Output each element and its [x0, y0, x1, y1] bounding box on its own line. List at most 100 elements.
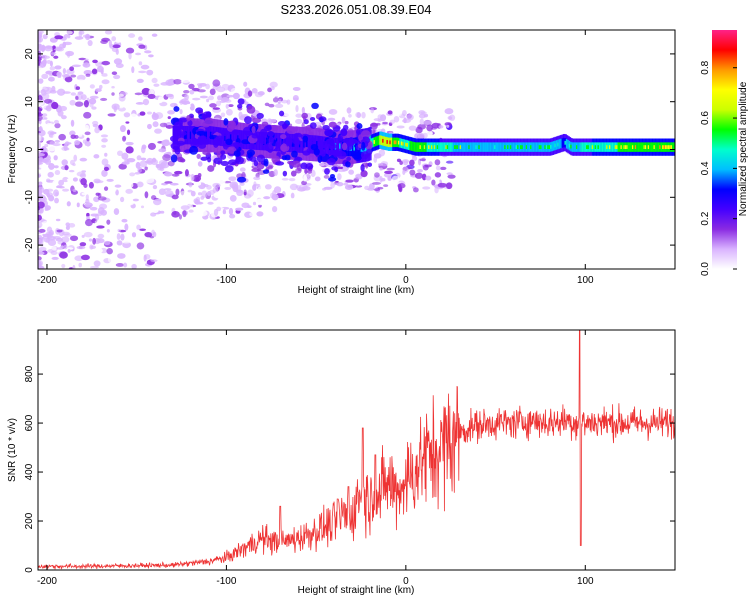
- heatmap-cluster: [169, 135, 179, 142]
- heatmap-band-core: [544, 145, 547, 150]
- heatmap-blob: [425, 175, 432, 181]
- heatmap-band-core: [662, 145, 665, 150]
- heatmap-blob: [38, 130, 41, 134]
- heatmap-blob: [97, 196, 107, 201]
- heatmap-band-core: [659, 145, 662, 150]
- heatmap-blob: [84, 202, 93, 208]
- heatmap-blob: [117, 176, 124, 184]
- heatmap-band-cell: [650, 142, 653, 152]
- heatmap-blob: [162, 154, 171, 162]
- heatmap-blob: [169, 94, 175, 100]
- heatmap-blob: [38, 43, 42, 48]
- heatmap-band-cell: [551, 141, 554, 152]
- heatmap-blob: [180, 190, 186, 196]
- heatmap-blob: [125, 141, 134, 146]
- heatmap-blob: [78, 30, 85, 35]
- heatmap-band-cell: [232, 129, 236, 148]
- heatmap-band-cell: [340, 137, 343, 157]
- heatmap-blob: [408, 125, 417, 131]
- heatmap-band-cell: [326, 136, 329, 156]
- heatmap-blob: [83, 147, 89, 152]
- heatmap-blob: [356, 182, 361, 186]
- heatmap-blob: [268, 165, 273, 170]
- heatmap-band-cell: [403, 139, 407, 149]
- heatmap-band-cell: [578, 142, 582, 152]
- heatmap-blob: [418, 110, 426, 115]
- heatmap-band-cell: [474, 142, 477, 152]
- heatmap-blob: [391, 175, 401, 183]
- heatmap-band-cell: [567, 139, 570, 150]
- heatmap-band-core: [468, 145, 471, 150]
- heatmap-blob: [91, 68, 98, 75]
- heatmap-blob: [421, 173, 427, 181]
- heatmap-cluster: [268, 135, 274, 144]
- heatmap-blob: [38, 238, 42, 246]
- heatmap-blob: [348, 169, 355, 175]
- heatmap-band-cell: [407, 140, 411, 151]
- heatmap-blob: [95, 88, 102, 93]
- heatmap-blob: [180, 80, 190, 84]
- heatmap-band-cell: [482, 142, 486, 152]
- heatmap-cluster: [259, 128, 268, 137]
- heatmap-band-cell: [627, 142, 631, 152]
- heatmap-band-cell: [512, 142, 516, 152]
- heatmap-blob: [239, 182, 245, 186]
- heatmap-blob: [39, 226, 47, 230]
- snr-plot-area: [38, 330, 675, 570]
- heatmap-blob: [58, 133, 66, 141]
- heatmap-blob: [447, 174, 456, 179]
- heatmap-band-core: [548, 145, 552, 150]
- heatmap-blob: [403, 117, 407, 124]
- heatmap-blob: [100, 134, 109, 138]
- heatmap-blob: [157, 173, 166, 180]
- heatmap-blob: [192, 97, 201, 101]
- heatmap-blob: [448, 114, 456, 121]
- heatmap-cluster: [212, 137, 223, 146]
- heatmap-blob: [38, 153, 45, 157]
- heatmap-blob: [131, 263, 137, 269]
- heatmap-blob: [107, 255, 112, 263]
- heatmap-cluster: [224, 165, 234, 173]
- heatmap-blob: [150, 259, 158, 263]
- heatmap-band-cell: [377, 135, 381, 146]
- heatmap-blob: [61, 231, 70, 236]
- heatmap-blob: [225, 108, 233, 116]
- heatmap-band-core: [306, 140, 309, 148]
- heatmap-band-core: [591, 145, 595, 150]
- heatmap-blob: [51, 246, 57, 251]
- heatmap-band-cell: [207, 125, 210, 145]
- heatmap-blob: [247, 189, 254, 197]
- heatmap-blob: [446, 124, 450, 128]
- heatmap-blob: [418, 133, 425, 140]
- heatmap-blob: [121, 218, 128, 223]
- heatmap-blob: [171, 210, 180, 218]
- heatmap-band-cell: [563, 137, 566, 148]
- heatmap-blob: [117, 150, 123, 157]
- heatmap-blob: [190, 190, 196, 197]
- heatmap-blob: [387, 110, 393, 115]
- heatmap-blob: [113, 208, 120, 215]
- heatmap-blob: [197, 172, 202, 178]
- heatmap-blob: [252, 201, 257, 206]
- heatmap-cluster: [256, 154, 266, 163]
- figure-title: S233.2026.051.08.39.E04: [280, 2, 431, 17]
- heatmap-blob: [200, 196, 205, 200]
- heatmap-band-cell: [186, 125, 190, 145]
- heatmap-blob: [188, 83, 195, 89]
- heatmap-band-cell: [472, 142, 475, 152]
- heatmap-blob: [103, 186, 109, 191]
- heatmap-blob: [354, 185, 363, 188]
- heatmap-cluster: [318, 116, 327, 122]
- heatmap-blob: [200, 98, 206, 102]
- heatmap-blob: [323, 186, 333, 190]
- heatmap-cluster: [200, 156, 208, 161]
- heatmap-blob: [212, 182, 221, 188]
- heatmap-blob: [65, 50, 75, 57]
- heatmap-blob: [370, 107, 375, 114]
- heatmap-blob: [197, 84, 203, 89]
- heatmap-band-cell: [588, 142, 592, 152]
- heatmap-blob: [228, 176, 237, 182]
- heatmap-blob: [288, 177, 296, 182]
- heatmap-blob: [101, 169, 108, 177]
- heatmap-blob: [433, 113, 440, 117]
